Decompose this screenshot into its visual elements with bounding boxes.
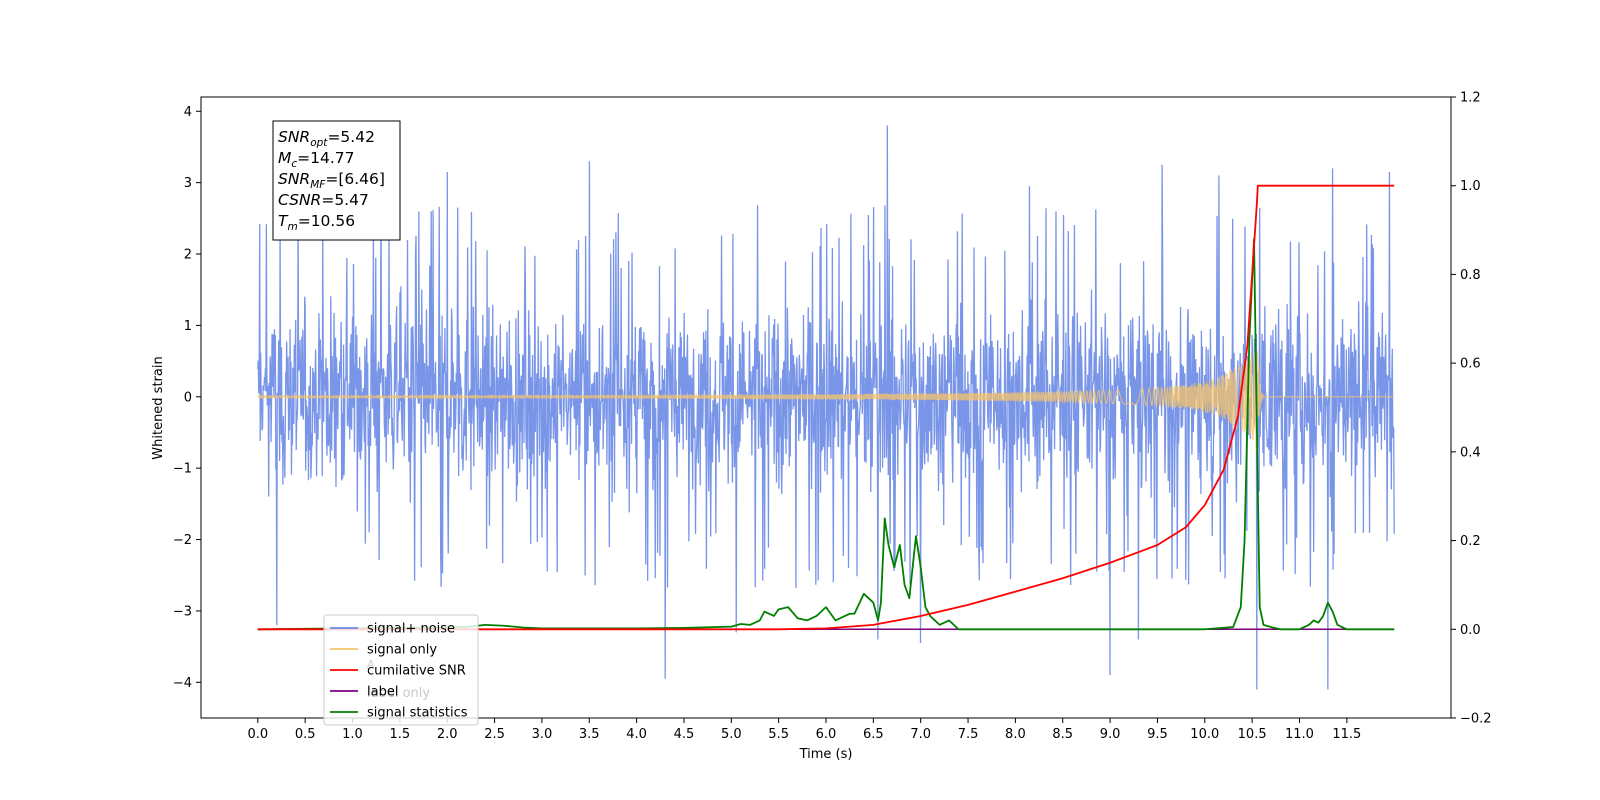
y-tick-label: −2 — [173, 533, 192, 548]
x-tick-label: 7.0 — [910, 727, 931, 742]
x-tick-label: 9.5 — [1147, 727, 1168, 742]
x-tick-label: 2.5 — [484, 727, 505, 742]
y-tick-label: −3 — [173, 604, 192, 619]
x-tick-label: 10.5 — [1238, 727, 1267, 742]
legend-label: signal statistics — [367, 706, 468, 721]
series-signal-only-line — [257, 350, 1395, 451]
info-box-line: SNRopt=5.42 — [278, 128, 375, 149]
x-tick-label: 10.0 — [1190, 727, 1219, 742]
info-box-line: Tm=10.56 — [278, 212, 355, 233]
legend-frame — [323, 614, 479, 726]
legend-label: signal+ noise — [367, 622, 455, 637]
y2-axis: 1.2 1.0 0.8 0.6 0.4 0.2 0.0 −0.2 — [1451, 91, 1492, 727]
legend-label: label — [367, 685, 398, 700]
legend-ghost-label-only: label only — [367, 686, 430, 701]
x-tick-label: 11.0 — [1285, 727, 1314, 742]
series-signal-noise-line — [257, 125, 1395, 690]
x-tick-label: 6.0 — [816, 727, 837, 742]
x-tick-label: 3.5 — [579, 727, 600, 742]
info-box: SNRopt=5.42Mc=14.77SNRMF=[6.46]CSNR=5.47… — [272, 120, 401, 241]
info-box-line: SNRMF=[6.46] — [278, 170, 385, 191]
x-axis-label: Time (s) — [799, 747, 853, 762]
x-tick-label: 1.5 — [390, 727, 411, 742]
x-tick-label: 3.0 — [532, 727, 553, 742]
y2-tick-label: 0.6 — [1460, 357, 1481, 372]
legend-label: signal only — [367, 643, 437, 658]
y-tick-label: 3 — [184, 176, 192, 191]
y-tick-label: 4 — [184, 105, 192, 120]
x-axis: 0.0 0.5 1.0 1.5 2.0 2.5 3.0 3.5 4.0 4.5 5.0 5.5 6.0 6… — [247, 718, 1361, 742]
y2-tick-label: 0.4 — [1460, 445, 1481, 460]
x-tick-label: 4.5 — [674, 727, 695, 742]
x-tick-label: 6.5 — [863, 727, 884, 742]
info-box-line: CSNR=5.47 — [278, 191, 369, 209]
y2-tick-label: 0.0 — [1460, 623, 1481, 638]
y-tick-label: −1 — [173, 462, 192, 477]
y2-tick-label: 0.8 — [1460, 268, 1481, 283]
x-tick-label: 7.5 — [958, 727, 979, 742]
x-tick-label: 2.0 — [437, 727, 458, 742]
legend-ghost-spike-label: A. — [367, 658, 378, 671]
y2-tick-label: 1.0 — [1460, 179, 1481, 194]
info-box-line: Mc=14.77 — [278, 149, 355, 170]
x-tick-label: 9.0 — [1100, 727, 1121, 742]
y2-tick-label: 0.2 — [1460, 534, 1481, 549]
y-axis: 4 3 2 1 0 −1 −2 −3 −4 — [173, 105, 201, 691]
x-tick-label: 8.0 — [1005, 727, 1026, 742]
y2-tick-label: 1.2 — [1460, 91, 1481, 106]
y-tick-label: 1 — [184, 319, 192, 334]
x-tick-label: 5.5 — [768, 727, 789, 742]
x-tick-label: 5.0 — [721, 727, 742, 742]
series-layer — [257, 125, 1395, 690]
x-tick-label: 0.5 — [295, 727, 316, 742]
y2-tick-label: −0.2 — [1460, 712, 1492, 727]
x-tick-label: 8.5 — [1052, 727, 1073, 742]
y-tick-label: 0 — [184, 390, 192, 405]
legend: label only A. signal+ noise signal only cu… — [323, 614, 479, 726]
legend-label: cumilative SNR — [367, 664, 466, 679]
x-tick-label: 1.0 — [342, 727, 363, 742]
y-tick-label: −4 — [173, 676, 192, 691]
series-signal-statistics-line — [257, 238, 1395, 631]
series-cumulative-snr-line — [257, 184, 1395, 631]
x-tick-label: 11.5 — [1332, 727, 1361, 742]
info-box-frame — [272, 120, 401, 241]
x-tick-label: 0.0 — [247, 727, 268, 742]
y-tick-label: 2 — [184, 248, 192, 263]
y-axis-label: Whitened strain — [151, 356, 166, 459]
x-tick-label: 4.0 — [626, 727, 647, 742]
